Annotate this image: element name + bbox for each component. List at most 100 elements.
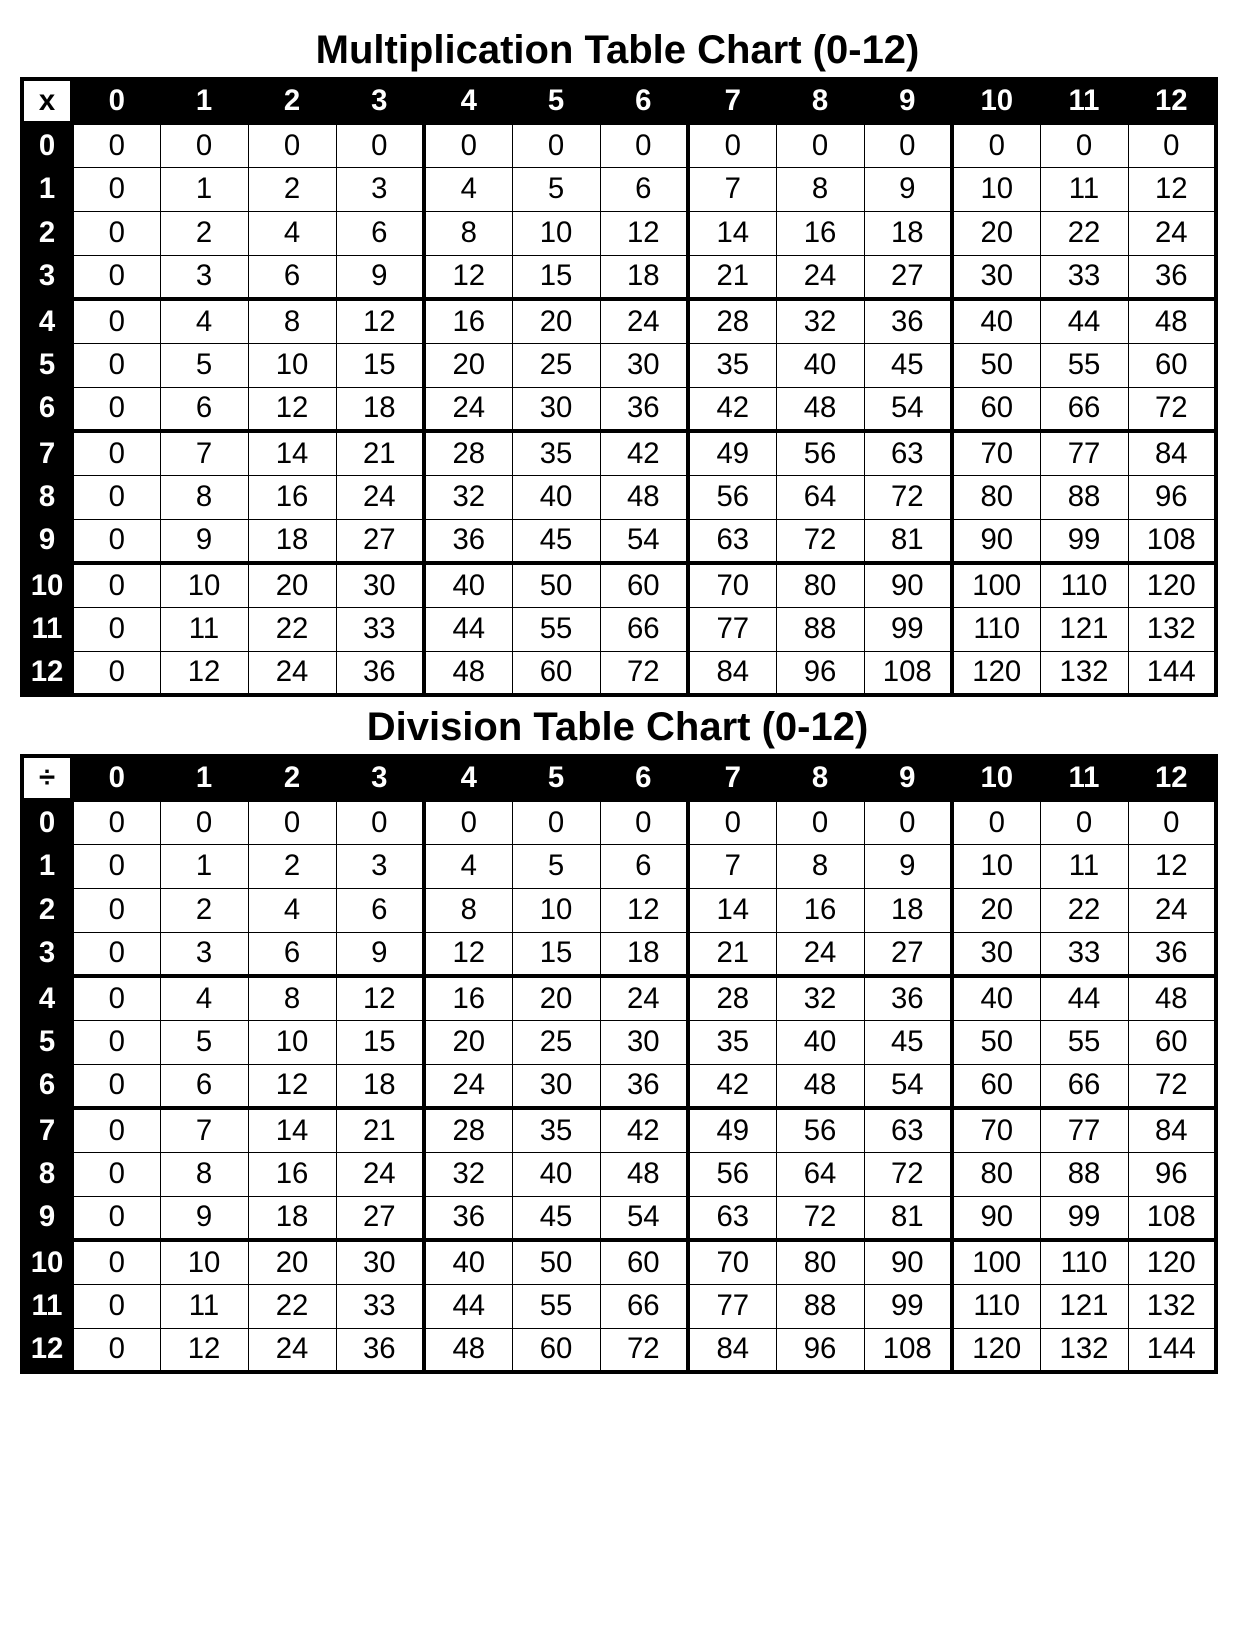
table-cell: 108 bbox=[864, 651, 952, 695]
table-cell: 0 bbox=[1040, 800, 1128, 844]
table-cell: 28 bbox=[424, 1108, 512, 1152]
table-cell: 6 bbox=[336, 888, 424, 932]
table-cell: 24 bbox=[776, 255, 864, 299]
table-cell: 0 bbox=[72, 343, 160, 387]
div-row-header: 5 bbox=[22, 1020, 72, 1064]
table-cell: 3 bbox=[336, 167, 424, 211]
table-cell: 30 bbox=[600, 1020, 688, 1064]
table-cell: 60 bbox=[1128, 1020, 1216, 1064]
table-cell: 60 bbox=[512, 1328, 600, 1372]
mult-col-header: 10 bbox=[952, 79, 1040, 123]
table-row: 7071421283542495663707784 bbox=[22, 431, 1216, 475]
table-cell: 4 bbox=[248, 888, 336, 932]
table-cell: 40 bbox=[776, 343, 864, 387]
table-cell: 20 bbox=[248, 1240, 336, 1284]
table-cell: 70 bbox=[952, 431, 1040, 475]
table-cell: 0 bbox=[72, 1240, 160, 1284]
table-row: 110112233445566778899110121132 bbox=[22, 607, 1216, 651]
table-cell: 18 bbox=[864, 888, 952, 932]
div-col-header: 8 bbox=[776, 756, 864, 800]
div-corner-symbol: ÷ bbox=[22, 756, 72, 800]
table-cell: 0 bbox=[72, 475, 160, 519]
table-cell: 72 bbox=[600, 1328, 688, 1372]
table-cell: 88 bbox=[776, 1284, 864, 1328]
table-cell: 48 bbox=[1128, 976, 1216, 1020]
table-cell: 72 bbox=[776, 519, 864, 563]
table-cell: 24 bbox=[600, 299, 688, 343]
table-cell: 40 bbox=[424, 1240, 512, 1284]
table-cell: 10 bbox=[248, 343, 336, 387]
table-cell: 0 bbox=[72, 431, 160, 475]
table-cell: 0 bbox=[72, 563, 160, 607]
table-cell: 55 bbox=[512, 607, 600, 651]
table-cell: 81 bbox=[864, 1196, 952, 1240]
table-cell: 36 bbox=[424, 1196, 512, 1240]
table-row: 8081624324048566472808896 bbox=[22, 1152, 1216, 1196]
table-cell: 100 bbox=[952, 1240, 1040, 1284]
table-cell: 0 bbox=[72, 607, 160, 651]
table-cell: 0 bbox=[72, 800, 160, 844]
table-cell: 80 bbox=[776, 1240, 864, 1284]
table-cell: 100 bbox=[952, 563, 1040, 607]
table-cell: 20 bbox=[512, 976, 600, 1020]
div-table: ÷012345678910111200000000000000101234567… bbox=[20, 754, 1218, 1374]
table-cell: 21 bbox=[336, 1108, 424, 1152]
table-cell: 6 bbox=[600, 167, 688, 211]
table-cell: 0 bbox=[72, 976, 160, 1020]
table-cell: 108 bbox=[1128, 519, 1216, 563]
div-row-header: 9 bbox=[22, 1196, 72, 1240]
table-row: 404812162024283236404448 bbox=[22, 976, 1216, 1020]
table-cell: 0 bbox=[72, 1108, 160, 1152]
table-cell: 18 bbox=[600, 932, 688, 976]
div-row-header: 0 bbox=[22, 800, 72, 844]
table-cell: 132 bbox=[1040, 1328, 1128, 1372]
table-cell: 80 bbox=[776, 563, 864, 607]
table-cell: 0 bbox=[160, 123, 248, 167]
table-cell: 4 bbox=[160, 976, 248, 1020]
table-cell: 40 bbox=[952, 299, 1040, 343]
table-cell: 8 bbox=[248, 299, 336, 343]
table-cell: 8 bbox=[248, 976, 336, 1020]
table-cell: 0 bbox=[72, 1064, 160, 1108]
table-cell: 16 bbox=[424, 976, 512, 1020]
table-row: 2024681012141618202224 bbox=[22, 211, 1216, 255]
table-row: 5051015202530354045505560 bbox=[22, 343, 1216, 387]
table-cell: 22 bbox=[248, 607, 336, 651]
div-row-header: 6 bbox=[22, 1064, 72, 1108]
table-row: 30369121518212427303336 bbox=[22, 255, 1216, 299]
mult-corner-symbol: x bbox=[22, 79, 72, 123]
table-row: 100102030405060708090100110120 bbox=[22, 563, 1216, 607]
table-cell: 20 bbox=[424, 1020, 512, 1064]
table-cell: 2 bbox=[160, 211, 248, 255]
table-cell: 15 bbox=[512, 932, 600, 976]
table-cell: 70 bbox=[952, 1108, 1040, 1152]
table-cell: 0 bbox=[72, 844, 160, 888]
table-cell: 9 bbox=[864, 844, 952, 888]
table-cell: 0 bbox=[1128, 123, 1216, 167]
table-cell: 81 bbox=[864, 519, 952, 563]
table-cell: 10 bbox=[160, 563, 248, 607]
table-cell: 90 bbox=[864, 563, 952, 607]
table-cell: 96 bbox=[776, 1328, 864, 1372]
table-cell: 0 bbox=[72, 1284, 160, 1328]
div-row-header: 4 bbox=[22, 976, 72, 1020]
mult-col-header: 8 bbox=[776, 79, 864, 123]
table-cell: 0 bbox=[776, 800, 864, 844]
table-cell: 54 bbox=[864, 1064, 952, 1108]
table-cell: 30 bbox=[512, 1064, 600, 1108]
table-cell: 30 bbox=[336, 1240, 424, 1284]
table-cell: 77 bbox=[688, 1284, 776, 1328]
table-cell: 88 bbox=[776, 607, 864, 651]
table-cell: 36 bbox=[424, 519, 512, 563]
table-cell: 70 bbox=[688, 1240, 776, 1284]
mult-col-header: 2 bbox=[248, 79, 336, 123]
mult-row-header: 3 bbox=[22, 255, 72, 299]
table-cell: 16 bbox=[776, 211, 864, 255]
table-cell: 3 bbox=[336, 844, 424, 888]
table-cell: 18 bbox=[248, 1196, 336, 1240]
table-cell: 88 bbox=[1040, 475, 1128, 519]
table-cell: 6 bbox=[336, 211, 424, 255]
table-cell: 4 bbox=[160, 299, 248, 343]
mult-title: Multiplication Table Chart (0-12) bbox=[20, 28, 1215, 73]
table-cell: 42 bbox=[600, 431, 688, 475]
